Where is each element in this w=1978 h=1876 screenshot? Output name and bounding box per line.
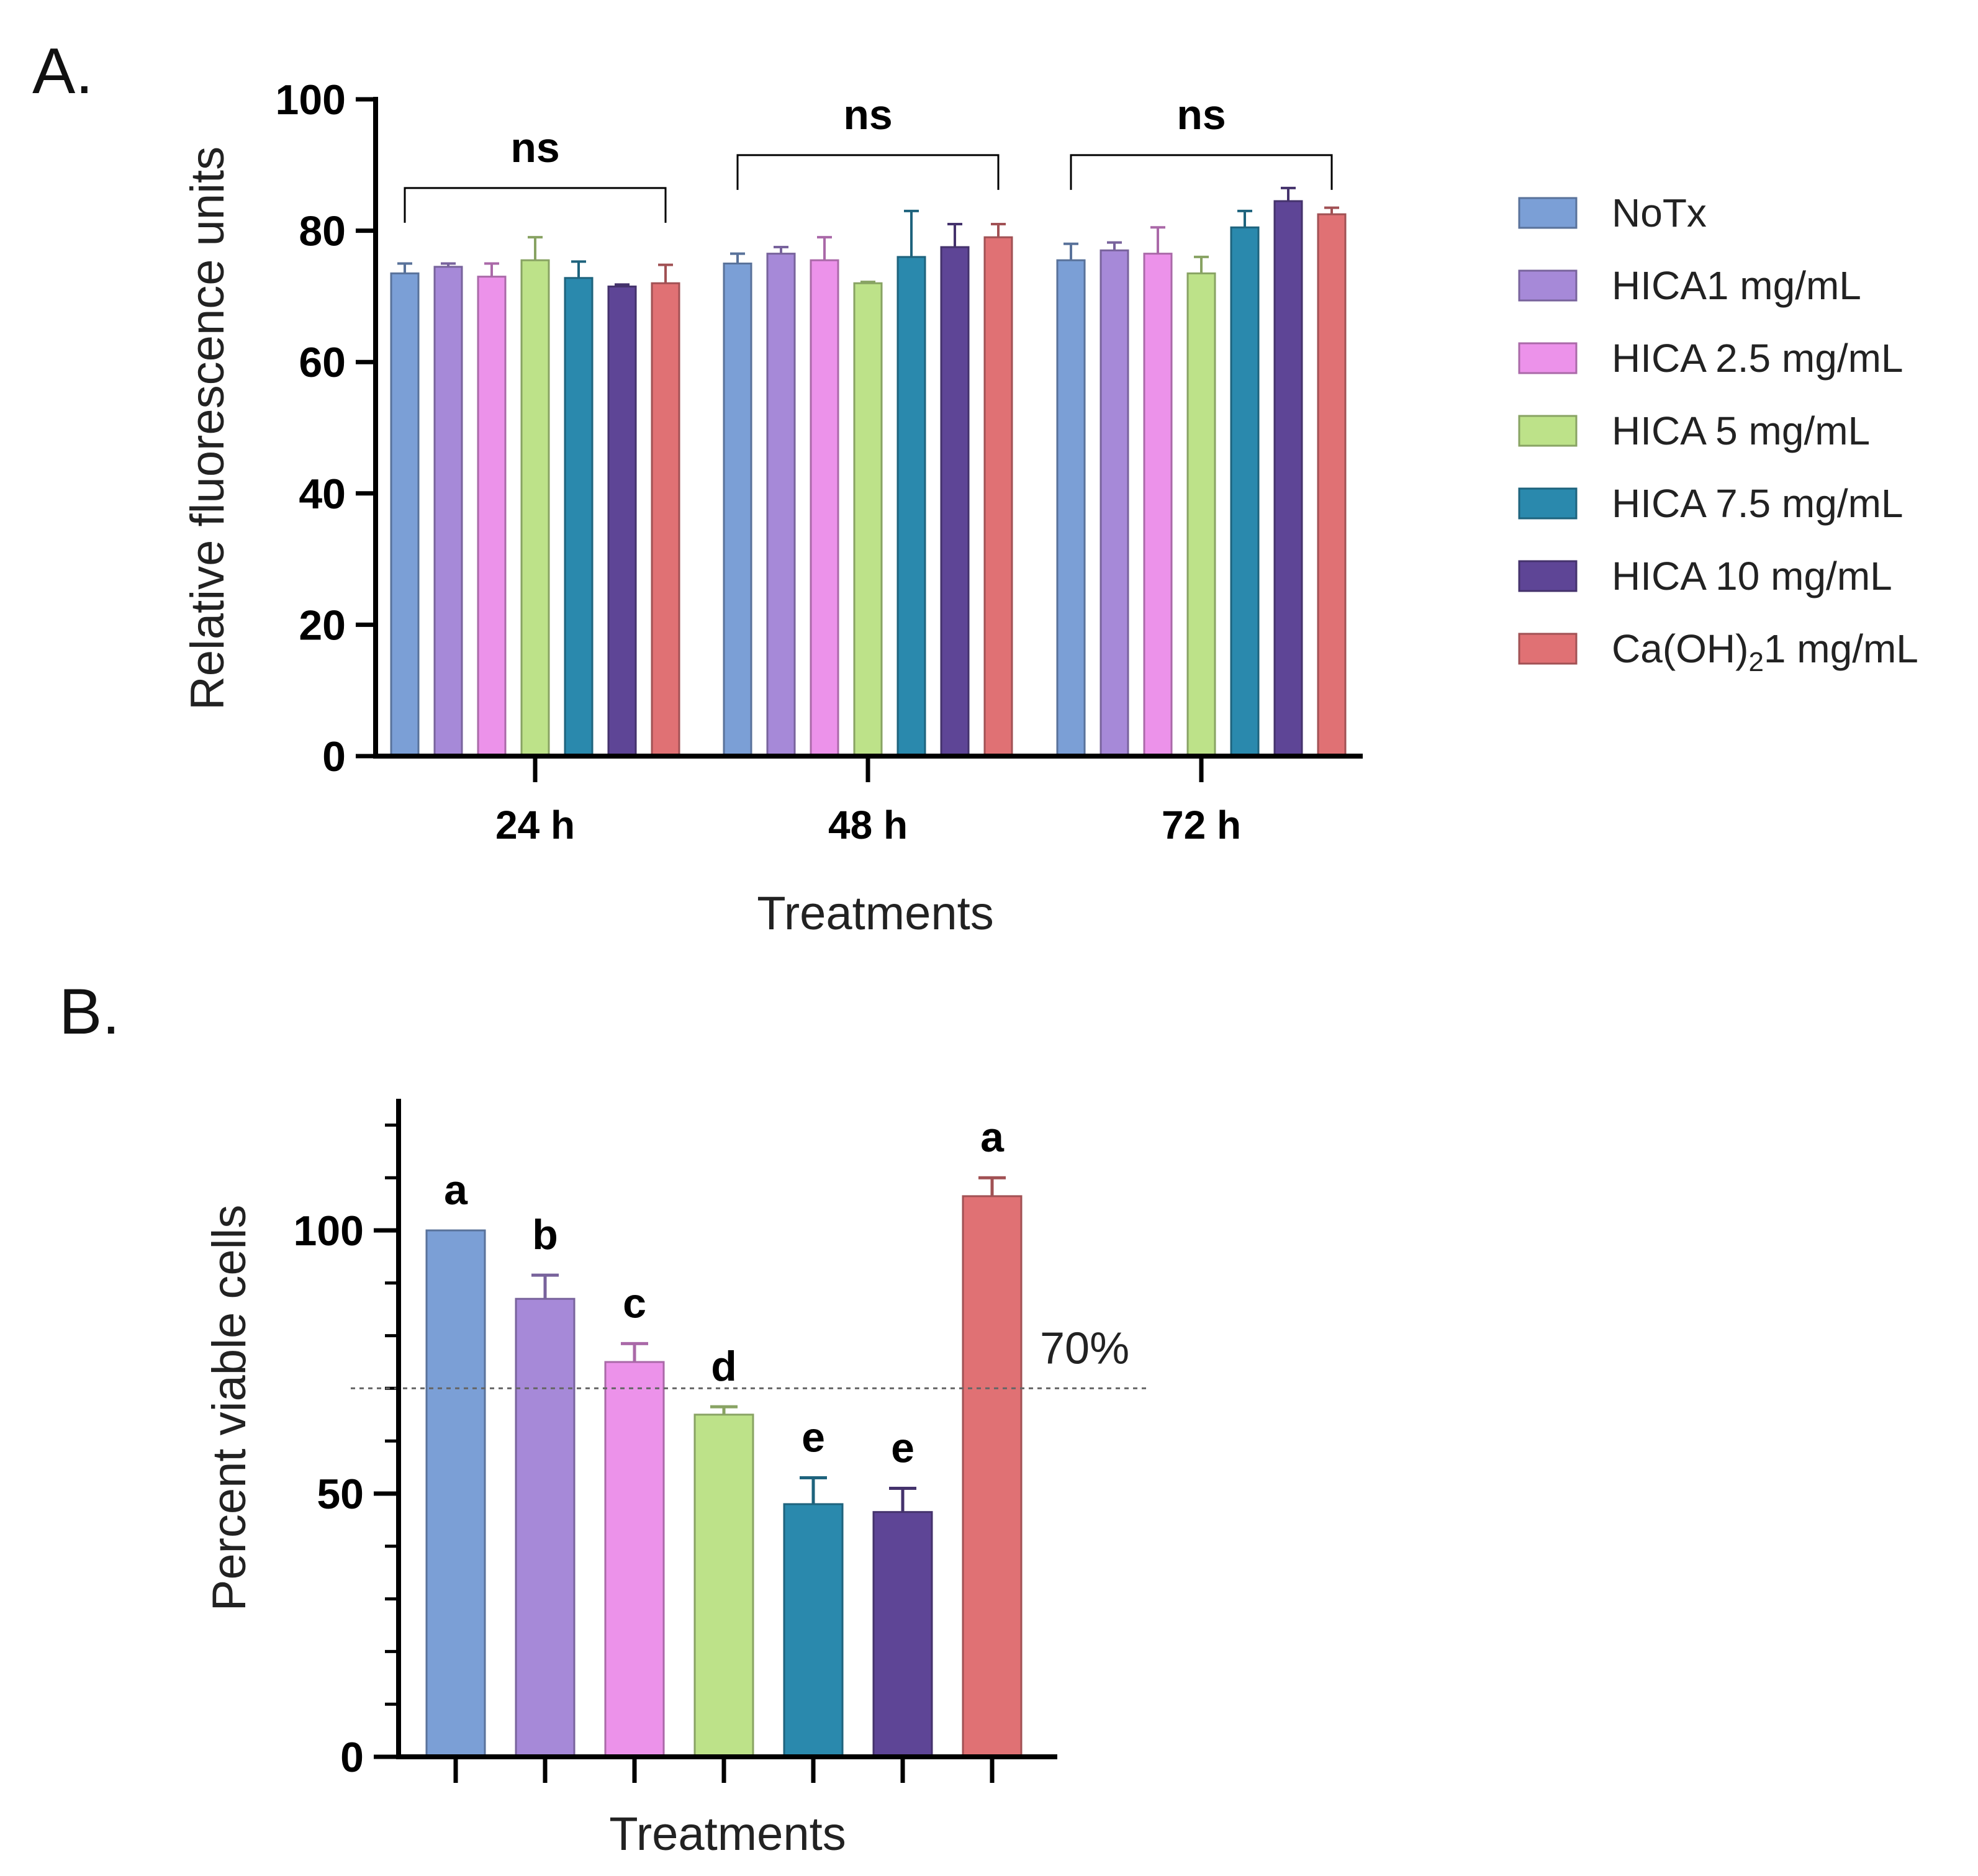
bar: [983, 236, 1013, 757]
bar: [1186, 272, 1216, 757]
y-tick-label: 0: [322, 733, 346, 780]
bar: [1143, 253, 1173, 757]
y-tick-label: 100: [276, 76, 346, 124]
legend-swatch: [1518, 560, 1578, 592]
legend-label: HICA 7.5 mg/mL: [1612, 481, 1903, 526]
bar: [962, 1195, 1023, 1758]
x-axis-title: Treatments: [757, 887, 994, 940]
x-tick-label: 24 h: [495, 803, 575, 847]
significance-letter: a: [980, 1114, 1005, 1161]
legend-label: HICA 2.5 mg/mL: [1612, 336, 1903, 381]
panel-label: B.: [59, 976, 120, 1048]
y-tick-label: 50: [317, 1471, 364, 1518]
bar: [783, 1503, 844, 1758]
legend-label: HICA1 mg/mL: [1612, 263, 1861, 308]
legend-swatch: [1518, 197, 1578, 229]
bar: [1056, 259, 1086, 757]
significance-letter: a: [444, 1166, 468, 1214]
bar: [896, 256, 926, 757]
y-axis-title: Percent viable cells: [203, 1205, 256, 1612]
significance-bracket: [1070, 154, 1333, 190]
y-tick-label: 80: [299, 208, 346, 255]
legend: NoTx HICA1 mg/mL HICA 2.5 mg/mL HICA 5 mg/m…: [1518, 191, 1918, 677]
bar: [1100, 249, 1129, 757]
legend-label-part: 1 mg/mL: [1764, 626, 1918, 671]
significance-label: ns: [843, 91, 892, 138]
y-tick-label: 0: [340, 1734, 364, 1781]
legend-label-part: Ca(OH): [1612, 626, 1748, 671]
x-axis-title: Treatments: [609, 1808, 846, 1860]
significance-bracket: [404, 187, 667, 223]
legend-swatch: [1518, 342, 1578, 374]
bar: [810, 259, 839, 757]
bar: [433, 266, 463, 757]
bar: [651, 282, 680, 757]
significance-bracket: [736, 154, 1000, 190]
y-tick-label: 100: [294, 1207, 364, 1255]
bar: [766, 253, 796, 757]
y-tick-label: 40: [299, 471, 346, 518]
bar: [425, 1229, 486, 1758]
significance-letter: e: [802, 1414, 825, 1461]
significance-letter: d: [711, 1343, 737, 1390]
legend-swatch: [1518, 487, 1578, 520]
y-axis-title: Relative fluorescence units: [181, 147, 234, 710]
bar: [607, 286, 637, 757]
legend-swatch: [1518, 633, 1578, 665]
panel-label: A.: [32, 35, 93, 107]
bar: [390, 272, 420, 757]
bar: [940, 246, 970, 757]
bar: [515, 1297, 576, 1758]
significance-label: ns: [1176, 91, 1226, 138]
legend-label-subscript: 2: [1748, 647, 1763, 677]
legend-label: Ca(OH)21 mg/mL: [1612, 626, 1918, 677]
significance-letter: e: [891, 1425, 914, 1472]
bar: [1230, 226, 1260, 757]
bar: [723, 263, 752, 757]
bar: [604, 1361, 665, 1758]
bar: [520, 259, 550, 757]
x-tick-label: 72 h: [1162, 803, 1241, 847]
y-tick-label: 60: [299, 339, 346, 386]
significance-letter: c: [623, 1279, 646, 1327]
bar: [853, 282, 883, 757]
significance-label: ns: [510, 124, 559, 171]
legend-label: HICA 10 mg/mL: [1612, 554, 1892, 598]
significance-letter: b: [532, 1211, 558, 1258]
bar: [1273, 200, 1303, 757]
bar: [1317, 213, 1347, 757]
bar: [693, 1414, 754, 1758]
reference-line-label: 70%: [1040, 1324, 1129, 1373]
x-tick-label: 48 h: [828, 803, 908, 847]
y-tick-label: 20: [299, 602, 346, 649]
legend-label: NoTx: [1612, 191, 1707, 235]
bar: [872, 1511, 933, 1758]
legend-swatch: [1518, 415, 1578, 447]
panel-b-chart: B. 0 50 100 a b c d e e a 70% Treatments Percent viab…: [59, 976, 1149, 1860]
bar: [477, 276, 507, 757]
bar: [564, 277, 594, 757]
legend-label: HICA 5 mg/mL: [1612, 408, 1870, 453]
panel-a-chart: A. 0 20 40 60 80 100 24 h 48 h 72 h ns ns ns Treatmen…: [32, 35, 1363, 940]
legend-swatch: [1518, 269, 1578, 302]
